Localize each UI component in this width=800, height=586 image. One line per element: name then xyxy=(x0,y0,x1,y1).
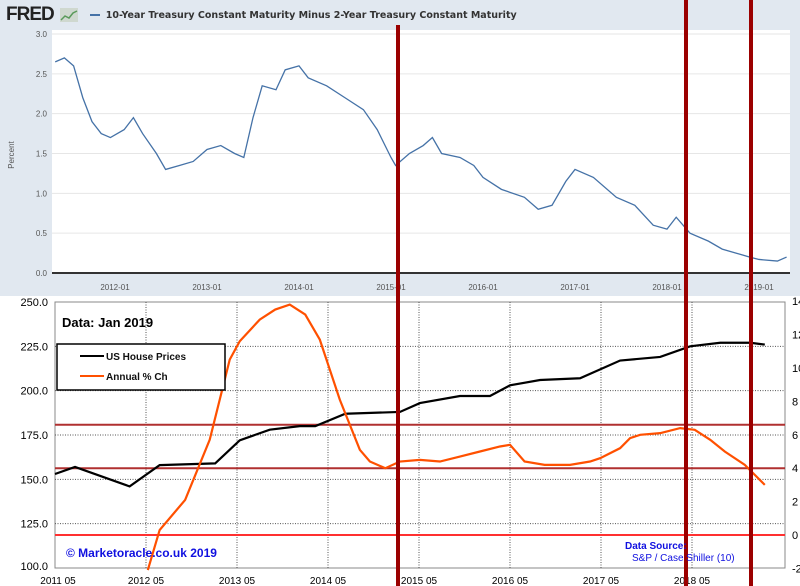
y-tick-label: 3.0 xyxy=(36,30,48,39)
y-tick-label: 0.5 xyxy=(36,229,48,238)
fred-header: FRED 10-Year Treasury Constant Maturity … xyxy=(6,4,517,25)
x-tick-label: 2014-01 xyxy=(284,283,314,292)
x-tick-label: 2014 05 xyxy=(310,576,347,586)
x-tick-label: 2017-01 xyxy=(560,283,590,292)
copyright-label: © Marketoracle.co.uk 2019 xyxy=(66,546,217,560)
y-tick-label: 0.0 xyxy=(36,269,48,278)
series-line-annual-ch xyxy=(146,303,766,571)
legend-label: Annual % Ch xyxy=(106,372,168,383)
x-tick-label: 2015-01 xyxy=(376,283,406,292)
x-tick-label: 2013-01 xyxy=(192,283,222,292)
y2-tick-label: -2 xyxy=(792,563,800,575)
legend-label: US House Prices xyxy=(106,352,186,363)
y2-tick-label: 6 xyxy=(792,430,798,442)
series-title: 10-Year Treasury Constant Maturity Minus… xyxy=(105,9,517,21)
y2-tick-label: 8 xyxy=(792,396,798,408)
series-line-t10y2y xyxy=(54,57,787,262)
x-tick-label: 2018-01 xyxy=(652,283,682,292)
y-tick-label: 2.5 xyxy=(36,70,48,79)
fred-chart-icon xyxy=(59,8,78,22)
y-tick-label: 150.0 xyxy=(20,474,48,486)
y2-tick-label: 4 xyxy=(792,463,798,475)
y2-tick-label: 12 xyxy=(792,330,800,342)
y-tick-label: 125.0 xyxy=(20,519,48,531)
y-tick-label: 225.0 xyxy=(20,341,48,353)
series-line-us-house-prices xyxy=(54,341,765,488)
x-tick-label: 2015 05 xyxy=(401,576,438,586)
x-tick-label: 2017 05 xyxy=(583,576,620,586)
x-tick-label: 2019-01 xyxy=(744,283,774,292)
y2-tick-label: 2 xyxy=(792,497,798,509)
x-tick-label: 2016 05 xyxy=(492,576,529,586)
x-tick-label: 2012 05 xyxy=(128,576,165,586)
source-value: S&P / Case Shiller (10) xyxy=(632,553,735,564)
legend-box xyxy=(56,343,226,391)
y-tick-label: 100.0 xyxy=(20,561,48,573)
x-tick-label: 2018 05 xyxy=(674,576,711,586)
source-label: Data Source: xyxy=(625,541,687,552)
series-legend-swatch xyxy=(89,14,100,16)
y-tick-label: 2.0 xyxy=(36,110,48,119)
plot-area xyxy=(52,30,790,273)
data-date-label: Data: Jan 2019 xyxy=(62,315,154,330)
x-tick-label: 2016-01 xyxy=(468,283,498,292)
y-tick-label: 1.0 xyxy=(36,189,48,198)
y-tick-label: 200.0 xyxy=(20,386,48,398)
y-tick-label: 1.5 xyxy=(36,150,48,159)
x-tick-label: 2012-01 xyxy=(100,283,130,292)
x-tick-label: 2011 05 xyxy=(40,576,76,586)
y2-tick-label: 0 xyxy=(792,530,798,542)
x-tick-label: 2013 05 xyxy=(219,576,256,586)
fred-logo: FRED xyxy=(6,4,55,25)
y2-tick-label: 14 xyxy=(792,296,800,308)
y-axis-label: Percent xyxy=(7,140,16,168)
y-tick-label: 250.0 xyxy=(20,297,48,309)
y-tick-label: 175.0 xyxy=(20,430,48,442)
y2-tick-label: 10 xyxy=(792,363,800,375)
